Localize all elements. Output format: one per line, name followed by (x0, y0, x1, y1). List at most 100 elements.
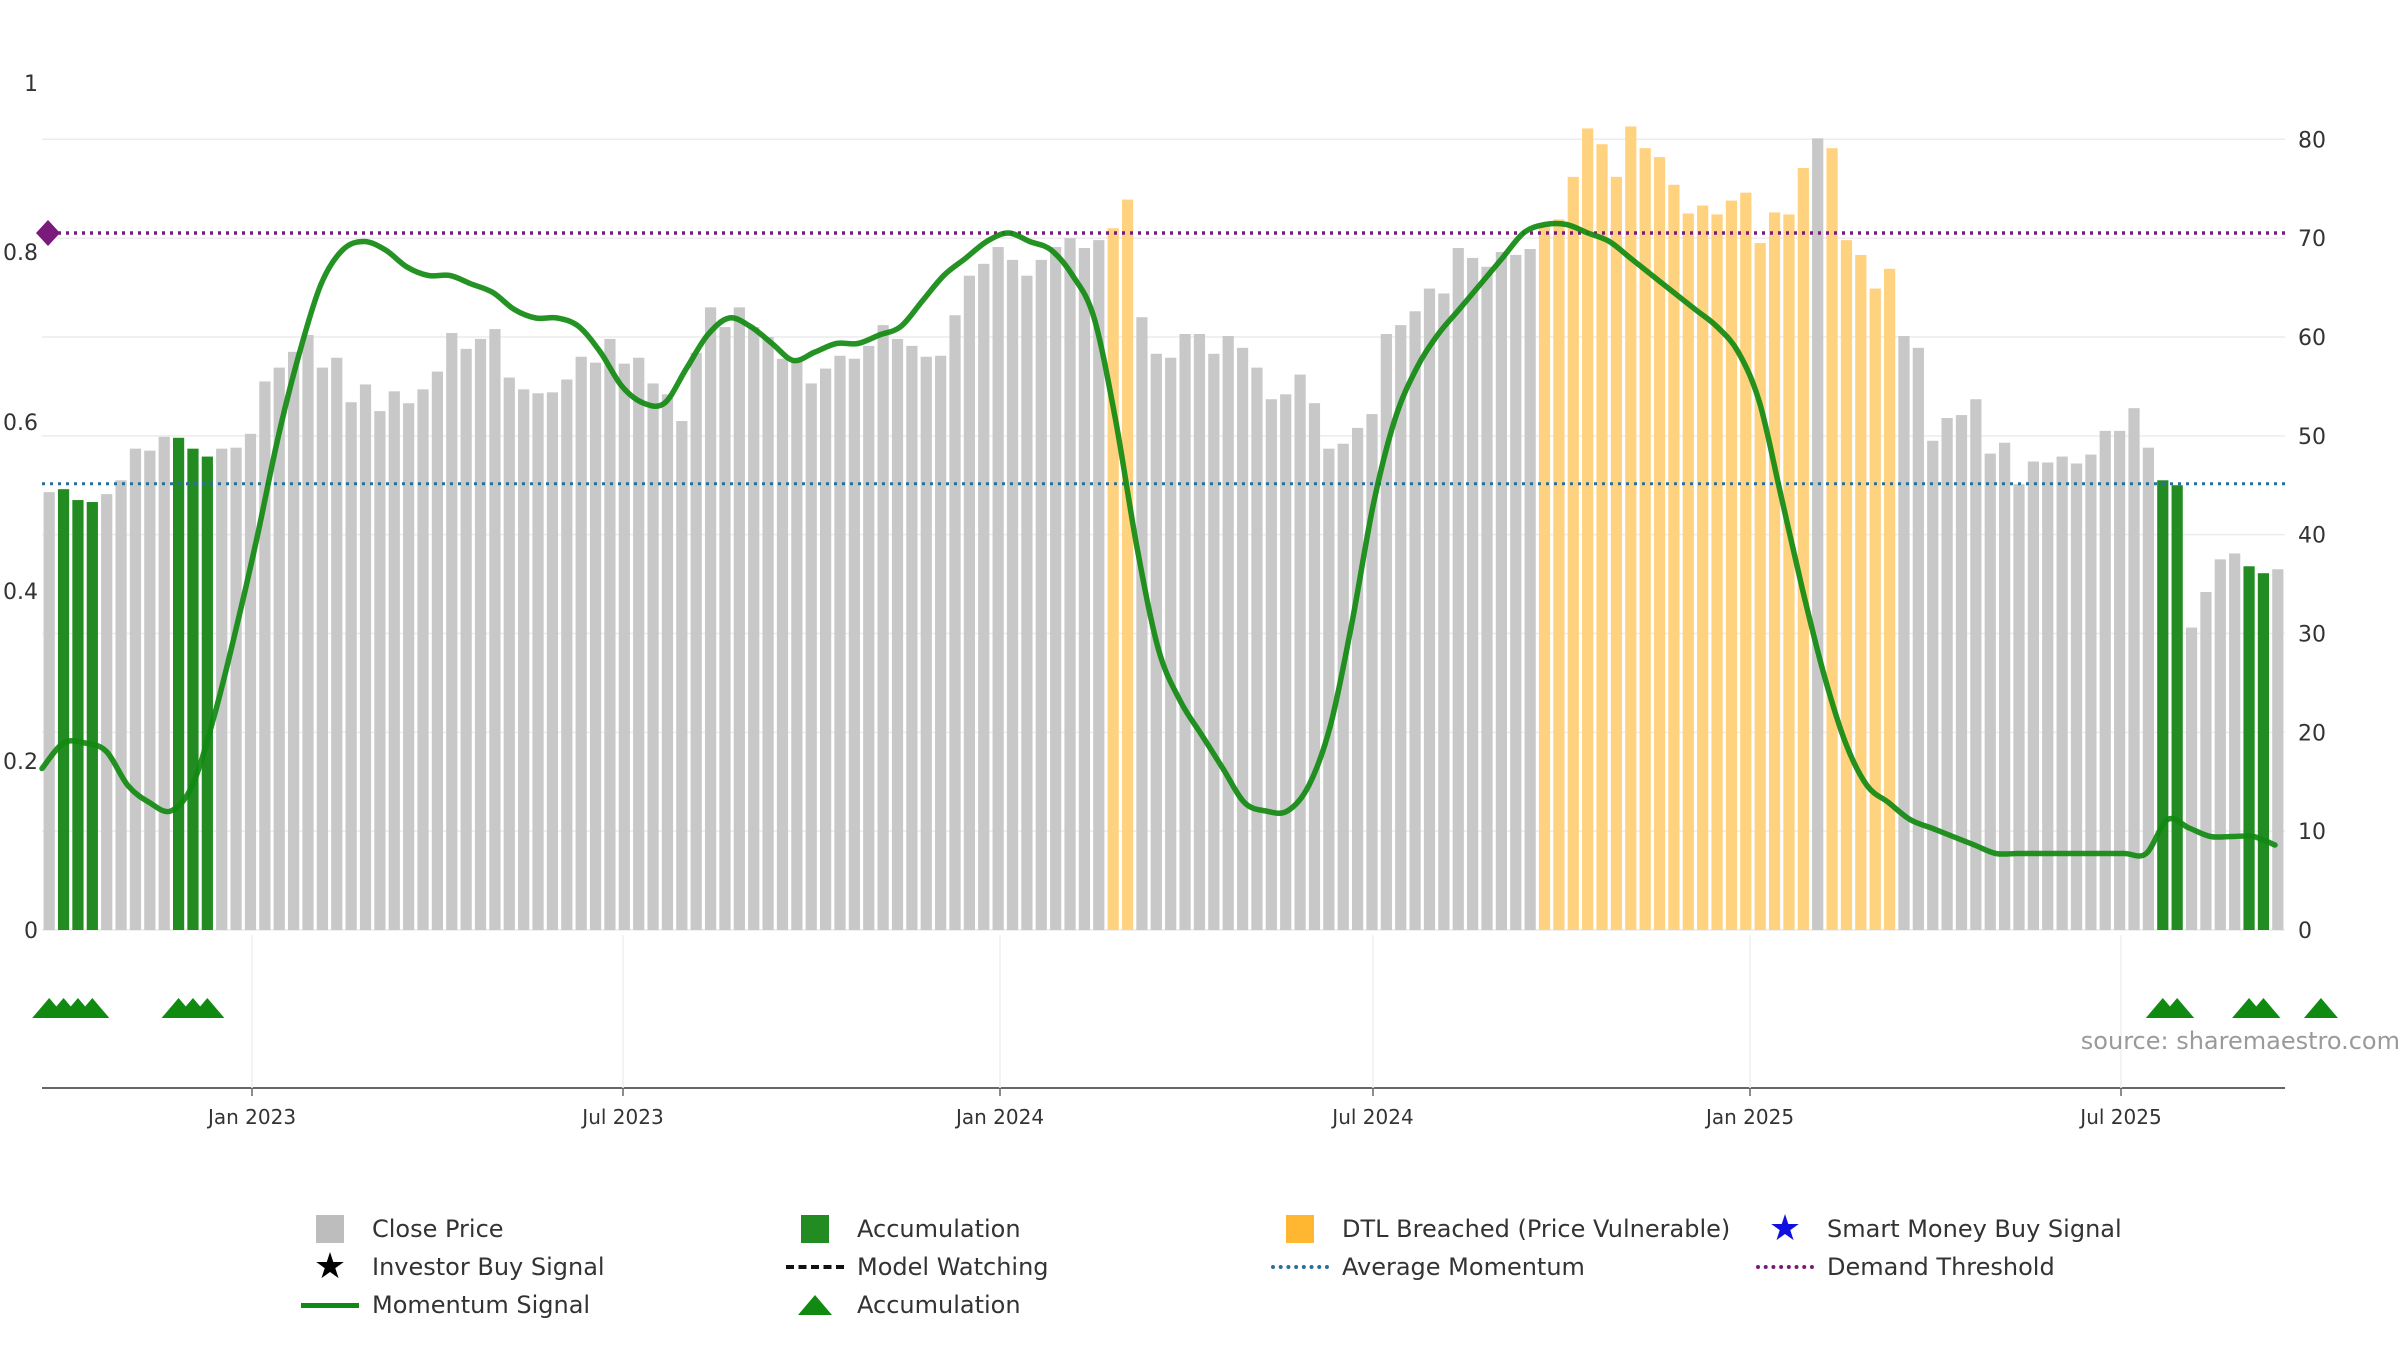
demand-threshold-marker (36, 220, 60, 246)
bar-59 (891, 338, 904, 930)
bar-117 (1725, 200, 1738, 930)
left-tick-label: 0.4 (3, 580, 38, 605)
bar-65 (978, 263, 990, 931)
bar-91 (1352, 427, 1364, 930)
bar-19 (316, 367, 328, 930)
bar-111 (1639, 148, 1651, 930)
bar-9 (172, 437, 185, 930)
star-icon: ★ (1768, 1208, 1802, 1249)
accumulation-triangle-11 (2303, 998, 2338, 1018)
bar-64 (963, 275, 975, 930)
bar-8 (158, 436, 170, 930)
bar-108 (1596, 144, 1608, 931)
bar-81 (1208, 353, 1220, 930)
bar-148 (2171, 485, 2183, 930)
accumulation-triangle-10 (2246, 998, 2281, 1018)
bar-133 (1955, 415, 1968, 930)
bar-109 (1610, 176, 1623, 931)
square-icon (785, 1214, 845, 1244)
bar-153 (2243, 566, 2255, 930)
bar-3 (86, 502, 98, 930)
legend: Close Price Accumulation DTL Breached (Pri… (300, 1210, 2200, 1330)
bar-23 (374, 411, 386, 931)
bar-69 (1035, 259, 1047, 930)
bar-92 (1366, 414, 1378, 930)
grid-lines (42, 138, 2285, 931)
bar-103 (1524, 249, 1536, 930)
bar-25 (403, 403, 415, 930)
bar-48 (733, 307, 745, 931)
bar-75 (1121, 199, 1134, 931)
right-tick-label: 0 (2298, 919, 2312, 944)
bar-30 (474, 338, 487, 930)
bar-62 (935, 355, 947, 930)
bar-47 (719, 327, 731, 931)
bar-142 (2085, 454, 2097, 930)
bar-76 (1136, 317, 1148, 931)
bar-89 (1323, 448, 1335, 930)
legend-item: Momentum Signal (300, 1286, 785, 1324)
bar-13 (230, 447, 242, 930)
bar-83 (1236, 347, 1249, 931)
bar-95 (1409, 311, 1421, 930)
right-tick-label: 60 (2298, 326, 2326, 351)
bar-125 (1840, 240, 1853, 930)
legend-item: Model Watching (785, 1248, 1270, 1286)
bar-40 (618, 363, 630, 930)
bar-56 (848, 358, 860, 931)
bar-37 (575, 356, 587, 930)
bar-33 (518, 389, 530, 930)
bar-143 (2099, 430, 2111, 930)
bar-39 (604, 338, 616, 930)
bar-132 (1941, 418, 1953, 930)
bar-5 (115, 480, 127, 930)
bar-17 (288, 351, 300, 930)
x-tick-label: Jul 2025 (2078, 1105, 2161, 1129)
bar-46 (704, 307, 717, 931)
legend-item: ★ Smart Money Buy Signal (1755, 1210, 2200, 1248)
bar-129 (1898, 335, 1910, 930)
accumulation-triangle-6 (190, 998, 225, 1018)
bar-45 (690, 352, 702, 930)
bar-38 (589, 362, 602, 930)
left-tick-label: 1 (24, 72, 38, 97)
bar-7 (144, 450, 156, 930)
bar-82 (1222, 335, 1234, 930)
x-tick-label: Jan 2024 (954, 1105, 1044, 1129)
star-icon: ★ (313, 1246, 347, 1287)
bar-118 (1740, 192, 1752, 931)
bar-51 (776, 358, 789, 931)
bar-146 (2142, 447, 2155, 930)
bar-49 (748, 327, 760, 931)
bar-0 (43, 492, 55, 930)
bar-29 (460, 348, 472, 931)
accumulation-markers (32, 998, 2338, 1018)
bar-74 (1107, 228, 1119, 930)
bar-22 (359, 384, 372, 930)
bar-21 (345, 402, 357, 931)
legend-label: Momentum Signal (372, 1291, 591, 1319)
bar-140 (2056, 456, 2068, 930)
bar-88 (1308, 403, 1321, 930)
square-icon (300, 1214, 360, 1244)
bar-31 (489, 329, 501, 930)
bar-41 (633, 357, 645, 931)
bar-44 (676, 420, 688, 930)
bar-154 (2257, 573, 2270, 930)
bar-138 (2027, 461, 2039, 930)
bar-28 (446, 333, 458, 930)
bar-144 (2114, 430, 2126, 930)
legend-item: Close Price (300, 1210, 785, 1248)
right-tick-label: 80 (2298, 128, 2326, 153)
legend-label: Investor Buy Signal (372, 1253, 605, 1281)
bar-10 (187, 448, 199, 930)
right-tick-label: 70 (2298, 227, 2326, 252)
bar-145 (2128, 408, 2140, 930)
bar-99 (1467, 257, 1479, 930)
bar-124 (1826, 148, 1838, 930)
bar-90 (1337, 443, 1349, 930)
bar-152 (2229, 553, 2241, 930)
momentum-signal-line (39, 220, 2278, 859)
left-tick-label: 0.2 (3, 750, 38, 775)
